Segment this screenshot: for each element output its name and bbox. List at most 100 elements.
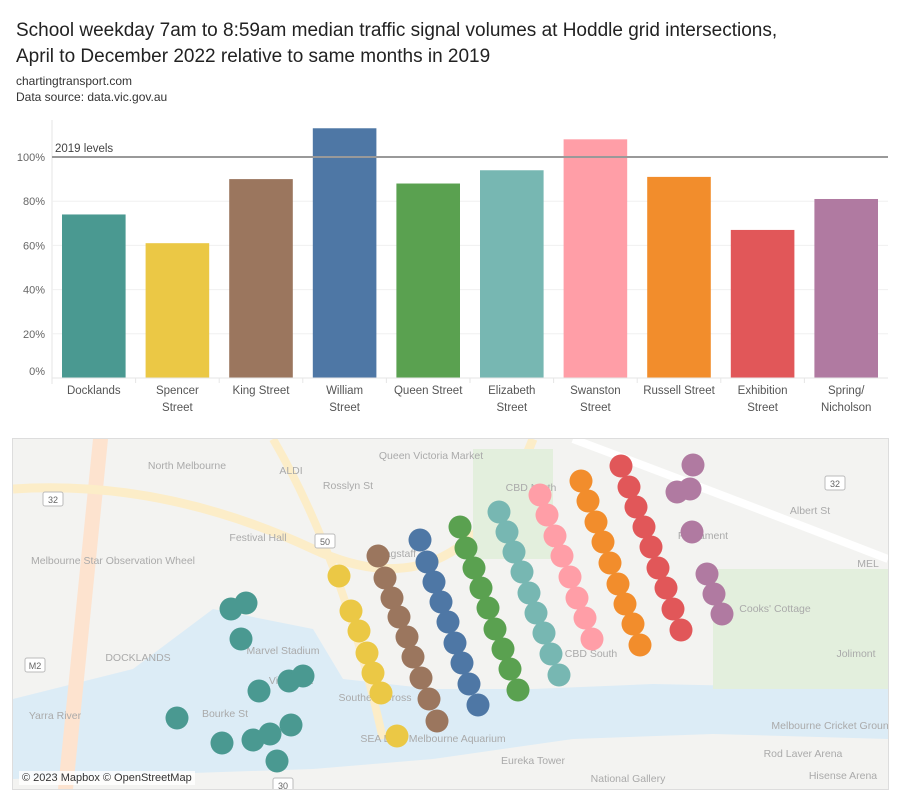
data-source: Data source: data.vic.gov.au bbox=[16, 90, 168, 104]
reference-line-label: 2019 levels bbox=[55, 143, 113, 155]
intersection-dot-exhibition-street bbox=[609, 454, 633, 478]
intersection-dot-exhibition-street bbox=[646, 556, 670, 580]
bar-chart: 0% 20% 40% 60% 80% 100% Docklands Spencer Street… bbox=[17, 120, 888, 414]
road-shield bbox=[24, 657, 46, 673]
intersection-dot-docklands bbox=[234, 591, 258, 615]
road-shield-label: 32 bbox=[830, 479, 840, 489]
intersection-dot-spring-nicholson bbox=[681, 453, 705, 477]
intersection-dot-william-street bbox=[466, 693, 490, 717]
intersection-dot-king-street bbox=[395, 625, 419, 649]
intersection-dot-william-street bbox=[429, 590, 453, 614]
map-label: Jolimont bbox=[836, 648, 875, 660]
map-label: Rod Laver Arena bbox=[764, 748, 843, 760]
intersection-dot-spencer-street bbox=[347, 619, 371, 643]
intersection-dot-king-street bbox=[366, 544, 390, 568]
intersection-dot-william-street bbox=[457, 672, 481, 696]
intersection-dot-william-street bbox=[408, 528, 432, 552]
intersection-dot-docklands bbox=[279, 713, 303, 737]
bar-docklands bbox=[62, 214, 126, 378]
road-shield bbox=[314, 533, 336, 549]
water-yarra-river bbox=[13, 609, 888, 779]
intersection-dot-docklands bbox=[229, 627, 253, 651]
x-tick-label: Street bbox=[496, 402, 527, 414]
intersection-dot-king-street bbox=[387, 605, 411, 629]
x-tick-label: Swanston bbox=[570, 385, 621, 397]
motorway-m2 bbox=[58, 439, 108, 789]
intersection-dot-elizabeth-street bbox=[487, 500, 511, 524]
intersection-dot-spring-nicholson bbox=[695, 562, 719, 586]
intersection-dot-spring-nicholson bbox=[702, 582, 726, 606]
road-shield-label: 30 bbox=[278, 781, 288, 789]
bar-exhibition-street bbox=[730, 229, 795, 378]
intersection-dot-exhibition-street bbox=[639, 535, 663, 559]
bar-swanston-street bbox=[563, 139, 628, 378]
intersection-dot-queen-street bbox=[506, 678, 530, 702]
title-line-2: April to December 2022 relative to same … bbox=[16, 46, 491, 67]
intersection-dot-exhibition-street bbox=[617, 475, 641, 499]
intersection-dot-queen-street bbox=[491, 637, 515, 661]
road-shield bbox=[42, 491, 64, 507]
bar-russell-street bbox=[647, 176, 711, 378]
map-canvas[interactable]: North Melbourne ALDI Rosslyn St Queen Victo… bbox=[13, 439, 888, 789]
road-shield-label: 32 bbox=[48, 495, 58, 505]
x-tick-label: Exhibition bbox=[738, 385, 788, 397]
x-tick-label: Nicholson bbox=[821, 402, 872, 414]
intersection-dot-spencer-street bbox=[355, 641, 379, 665]
intersection-dot-king-street bbox=[401, 645, 425, 669]
map-label: Yarra River bbox=[29, 710, 82, 722]
x-tick-label: Queen Street bbox=[394, 385, 463, 397]
x-tick-label: Elizabeth bbox=[488, 385, 535, 397]
map-label: National Gallery bbox=[591, 773, 666, 785]
intersection-dot-elizabeth-street bbox=[532, 621, 556, 645]
intersection-dot-docklands bbox=[247, 679, 271, 703]
intersection-dot-swanston-street bbox=[573, 606, 597, 630]
intersection-dot-swanston-street bbox=[528, 483, 552, 507]
intersection-dot-queen-street bbox=[448, 515, 472, 539]
bar-spring-nicholson bbox=[814, 198, 878, 378]
intersection-dot-william-street bbox=[443, 631, 467, 655]
intersection-dot-russell-street bbox=[569, 469, 593, 493]
intersection-dot-king-street bbox=[380, 586, 404, 610]
intersection-dot-docklands bbox=[258, 722, 282, 746]
bar-queen-street bbox=[396, 183, 460, 378]
source-site: chartingtransport.com bbox=[16, 74, 133, 88]
title-line-1: School weekday 7am to 8:59am median traf… bbox=[16, 20, 778, 41]
intersection-dot-elizabeth-street bbox=[524, 601, 548, 625]
map-label: MEL bbox=[857, 558, 879, 570]
intersection-dot-russell-street bbox=[598, 551, 622, 575]
intersection-dot-william-street bbox=[436, 610, 460, 634]
intersection-dot-king-street bbox=[373, 566, 397, 590]
map-label: Melbourne Star Observation Wheel bbox=[31, 555, 195, 567]
x-tick-label: Street bbox=[580, 402, 611, 414]
bar-spencer-street bbox=[145, 243, 210, 378]
map[interactable]: North Melbourne ALDI Rosslyn St Queen Victo… bbox=[12, 438, 889, 790]
chart-title: School weekday 7am to 8:59am median traf… bbox=[16, 18, 900, 70]
map-label: Marvel Stadium bbox=[247, 645, 320, 657]
intersection-dot-exhibition-street bbox=[632, 515, 656, 539]
intersection-dot-russell-street bbox=[606, 572, 630, 596]
intersection-dot-william-street bbox=[450, 651, 474, 675]
intersection-dot-docklands bbox=[291, 664, 315, 688]
intersection-dot-exhibition-street bbox=[654, 576, 678, 600]
x-tick-label: King Street bbox=[233, 385, 291, 397]
map-label: Melbourne Cricket Ground bbox=[771, 720, 888, 732]
y-tick-label: 20% bbox=[23, 329, 45, 341]
intersection-dot-docklands bbox=[265, 749, 289, 773]
road bbox=[571, 439, 888, 563]
map-credit[interactable]: © 2023 Mapbox © OpenStreetMap bbox=[19, 771, 195, 785]
x-tick-label: Spencer bbox=[156, 385, 199, 397]
x-tick-label: William bbox=[326, 385, 363, 397]
intersection-dot-russell-street bbox=[613, 592, 637, 616]
map-label: Cooks' Cottage bbox=[739, 603, 811, 615]
intersection-dot-exhibition-street bbox=[669, 618, 693, 642]
road-shield-label: 50 bbox=[320, 537, 330, 547]
intersection-dot-queen-street bbox=[476, 596, 500, 620]
intersection-dot-russell-street bbox=[628, 633, 652, 657]
intersection-dot-william-street bbox=[415, 550, 439, 574]
intersection-dot-spencer-street bbox=[385, 724, 409, 748]
map-label: SEA LIFE Melbourne Aquarium bbox=[360, 733, 506, 745]
map-label: CBD South bbox=[565, 648, 618, 660]
y-tick-label: 100% bbox=[17, 152, 45, 164]
intersection-dot-docklands bbox=[210, 731, 234, 755]
y-tick-label: 60% bbox=[23, 240, 45, 252]
